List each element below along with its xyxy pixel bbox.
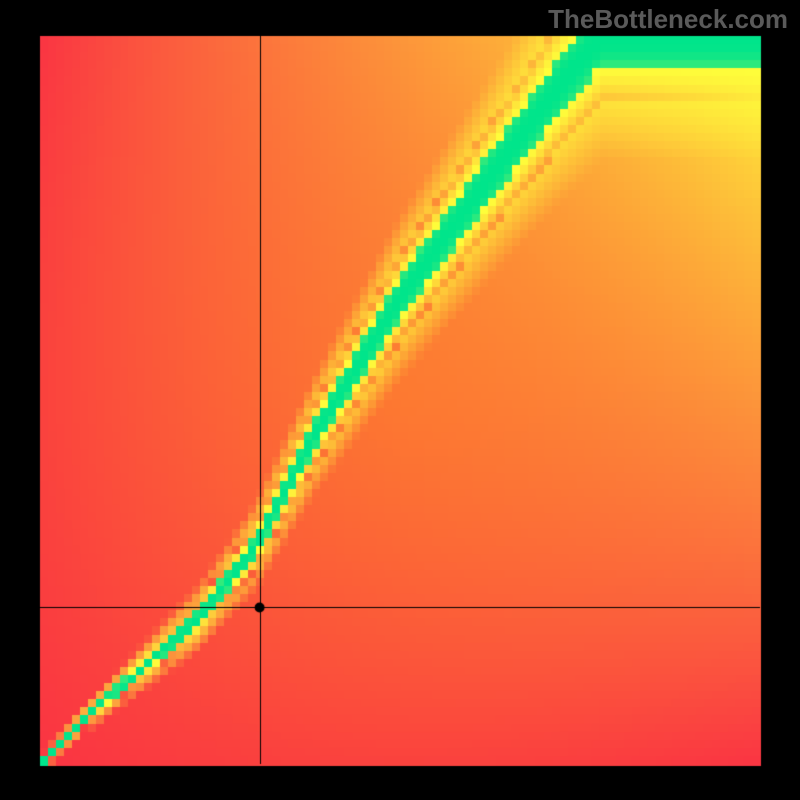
bottleneck-heatmap bbox=[0, 0, 800, 800]
watermark-text: TheBottleneck.com bbox=[548, 4, 788, 35]
